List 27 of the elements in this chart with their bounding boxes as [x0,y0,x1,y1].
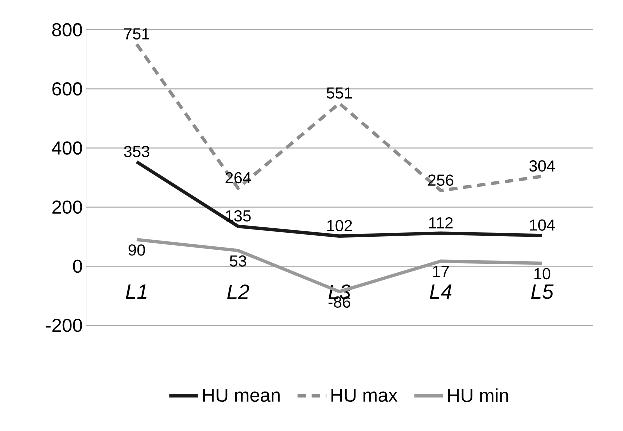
data-label: 135 [226,210,251,222]
y-tick-label: 0 [73,260,82,274]
data-label: 102 [328,220,352,232]
data-label: 353 [124,146,150,158]
legend-label: HU min [448,388,508,403]
data-label: 551 [326,88,352,100]
y-tick-label: 200 [52,200,82,214]
x-tick-label: L5 [531,284,554,300]
data-label: 53 [230,256,246,268]
data-label: 304 [530,160,556,172]
y-tick-label: 800 [52,24,82,37]
x-tick-label: L1 [126,284,147,300]
y-tick-label: 600 [52,82,82,96]
data-label: 10 [534,268,551,280]
legend-label: HU max [332,389,398,402]
y-tick-label: 400 [52,142,82,156]
data-label: 104 [530,220,556,232]
data-label: 90 [128,244,146,256]
data-label: 256 [428,174,454,186]
x-tick-label: L2 [227,284,250,300]
x-tick-label: L4 [430,284,452,300]
data-label: 751 [124,28,150,40]
data-label: 17 [433,266,450,278]
y-tick-label: -200 [46,319,82,332]
data-label: 264 [226,172,252,184]
legend-label: HU mean [203,389,280,402]
data-label: 112 [429,218,453,229]
